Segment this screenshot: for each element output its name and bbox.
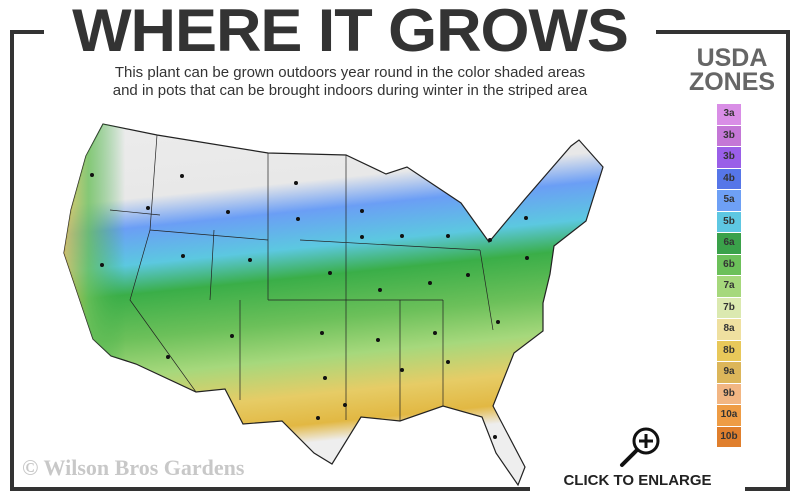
- click-to-enlarge-button[interactable]: CLICK TO ENLARGE: [563, 472, 712, 489]
- legend-zone-6a: 6a: [717, 233, 741, 254]
- legend-zone-3b: 3b: [717, 147, 741, 168]
- subtitle-line-1: This plant can be grown outdoors year ro…: [114, 64, 586, 81]
- legend-title-line-2: ZONES: [688, 68, 776, 96]
- subtitle-line-2: and in pots that can be brought indoors …: [112, 82, 588, 99]
- legend-zone-8b: 8b: [717, 340, 741, 361]
- legend-title-line-1: USDA: [696, 44, 768, 72]
- frame-bottom-left: [10, 487, 530, 491]
- legend-zone-10a: 10a: [717, 405, 741, 426]
- west-coast-zone-overlay: [64, 124, 268, 392]
- legend-zone-4b: 4b: [717, 168, 741, 189]
- legend-zone-9a: 9a: [717, 362, 741, 383]
- legend-zone-3a: 3a: [717, 104, 741, 125]
- legend-zone-7b: 7b: [717, 297, 741, 318]
- legend-zone-5b: 5b: [717, 211, 741, 232]
- legend-zone-9b: 9b: [717, 383, 741, 404]
- legend-zone-3b: 3b: [717, 125, 741, 146]
- frame-top-left: [10, 30, 44, 34]
- frame-right: [786, 30, 790, 491]
- frame-bottom-right: [745, 487, 790, 491]
- city-markers: [90, 173, 529, 439]
- page-title: WHERE IT GROWS: [72, 0, 629, 64]
- frame-left: [10, 30, 14, 491]
- watermark: © Wilson Bros Gardens: [22, 455, 245, 480]
- frame-top-right: [656, 30, 790, 34]
- legend-zone-10b: 10b: [717, 426, 741, 447]
- state-borders: [109, 134, 494, 421]
- zone-legend: 3a 3b 3b 4b 5a 5b 6a 6b 7a 7b 8a 8b 9a 9b 10a 10b: [717, 104, 741, 448]
- legend-zone-8a: 8a: [717, 319, 741, 340]
- legend-title: USDA ZONES: [672, 44, 792, 96]
- legend-zone-7a: 7a: [717, 276, 741, 297]
- subtitle: This plant can be grown outdoors year ro…: [50, 64, 650, 100]
- legend-zone-5a: 5a: [717, 190, 741, 211]
- zoom-in-icon[interactable]: [608, 424, 664, 468]
- legend-zone-6b: 6b: [717, 254, 741, 275]
